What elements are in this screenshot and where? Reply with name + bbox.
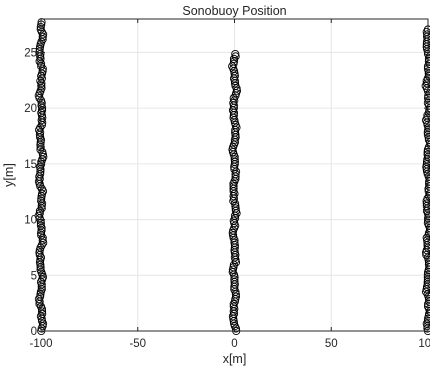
data-point: [35, 45, 44, 54]
data-point: [36, 123, 45, 132]
data-point: [37, 307, 47, 316]
x-tick-label: 0: [231, 338, 237, 350]
data-point: [35, 206, 44, 215]
data-point: [230, 275, 239, 284]
data-point: [228, 62, 237, 71]
x-tick-label: -50: [129, 338, 146, 350]
data-point: [39, 30, 48, 39]
data-point: [36, 292, 45, 301]
data-point: [229, 54, 238, 63]
data-point: [37, 184, 46, 193]
x-tick-label: -100: [29, 338, 52, 350]
data-point: [231, 292, 241, 301]
data-point: [422, 199, 430, 208]
data-point: [35, 248, 44, 257]
data-point: [38, 64, 47, 73]
data-point: [423, 113, 430, 122]
data-point: [230, 155, 239, 164]
y-tick-label: 0: [31, 326, 37, 338]
data-point: [229, 94, 238, 103]
data-point: [422, 233, 430, 242]
axis-ticks: -100 -50 0 50 100 0 5 10 15 20 25: [24, 19, 430, 350]
y-tick-label: 5: [31, 270, 37, 282]
data-point: [229, 302, 238, 311]
data-point: [423, 111, 430, 120]
data-point: [230, 199, 240, 208]
chart-title: Sonobuoy Position: [182, 4, 286, 18]
data-points: [34, 18, 430, 336]
data-point: [425, 89, 430, 98]
data-point: [231, 204, 240, 213]
x-tick-label: 100: [418, 338, 430, 350]
data-point: [231, 49, 240, 59]
y-tick-label: 25: [24, 47, 37, 59]
data-point: [422, 27, 430, 36]
y-axis-label: y[m]: [2, 163, 16, 187]
data-point: [38, 67, 47, 76]
data-point: [38, 147, 47, 157]
data-point: [37, 241, 46, 250]
data-point: [229, 182, 238, 191]
data-point: [38, 236, 47, 245]
data-point: [422, 79, 430, 88]
data-point: [230, 72, 239, 81]
data-point: [422, 76, 430, 85]
data-point: [35, 209, 44, 218]
y-tick-label: 20: [24, 103, 37, 115]
data-point: [422, 197, 430, 206]
x-axis-label: x[m]: [223, 352, 247, 366]
data-point: [36, 76, 45, 85]
y-tick-label: 15: [24, 159, 37, 171]
data-point: [229, 216, 238, 225]
y-tick-label: 10: [24, 215, 37, 227]
x-tick-label: 50: [325, 338, 338, 350]
data-point: [422, 319, 430, 328]
